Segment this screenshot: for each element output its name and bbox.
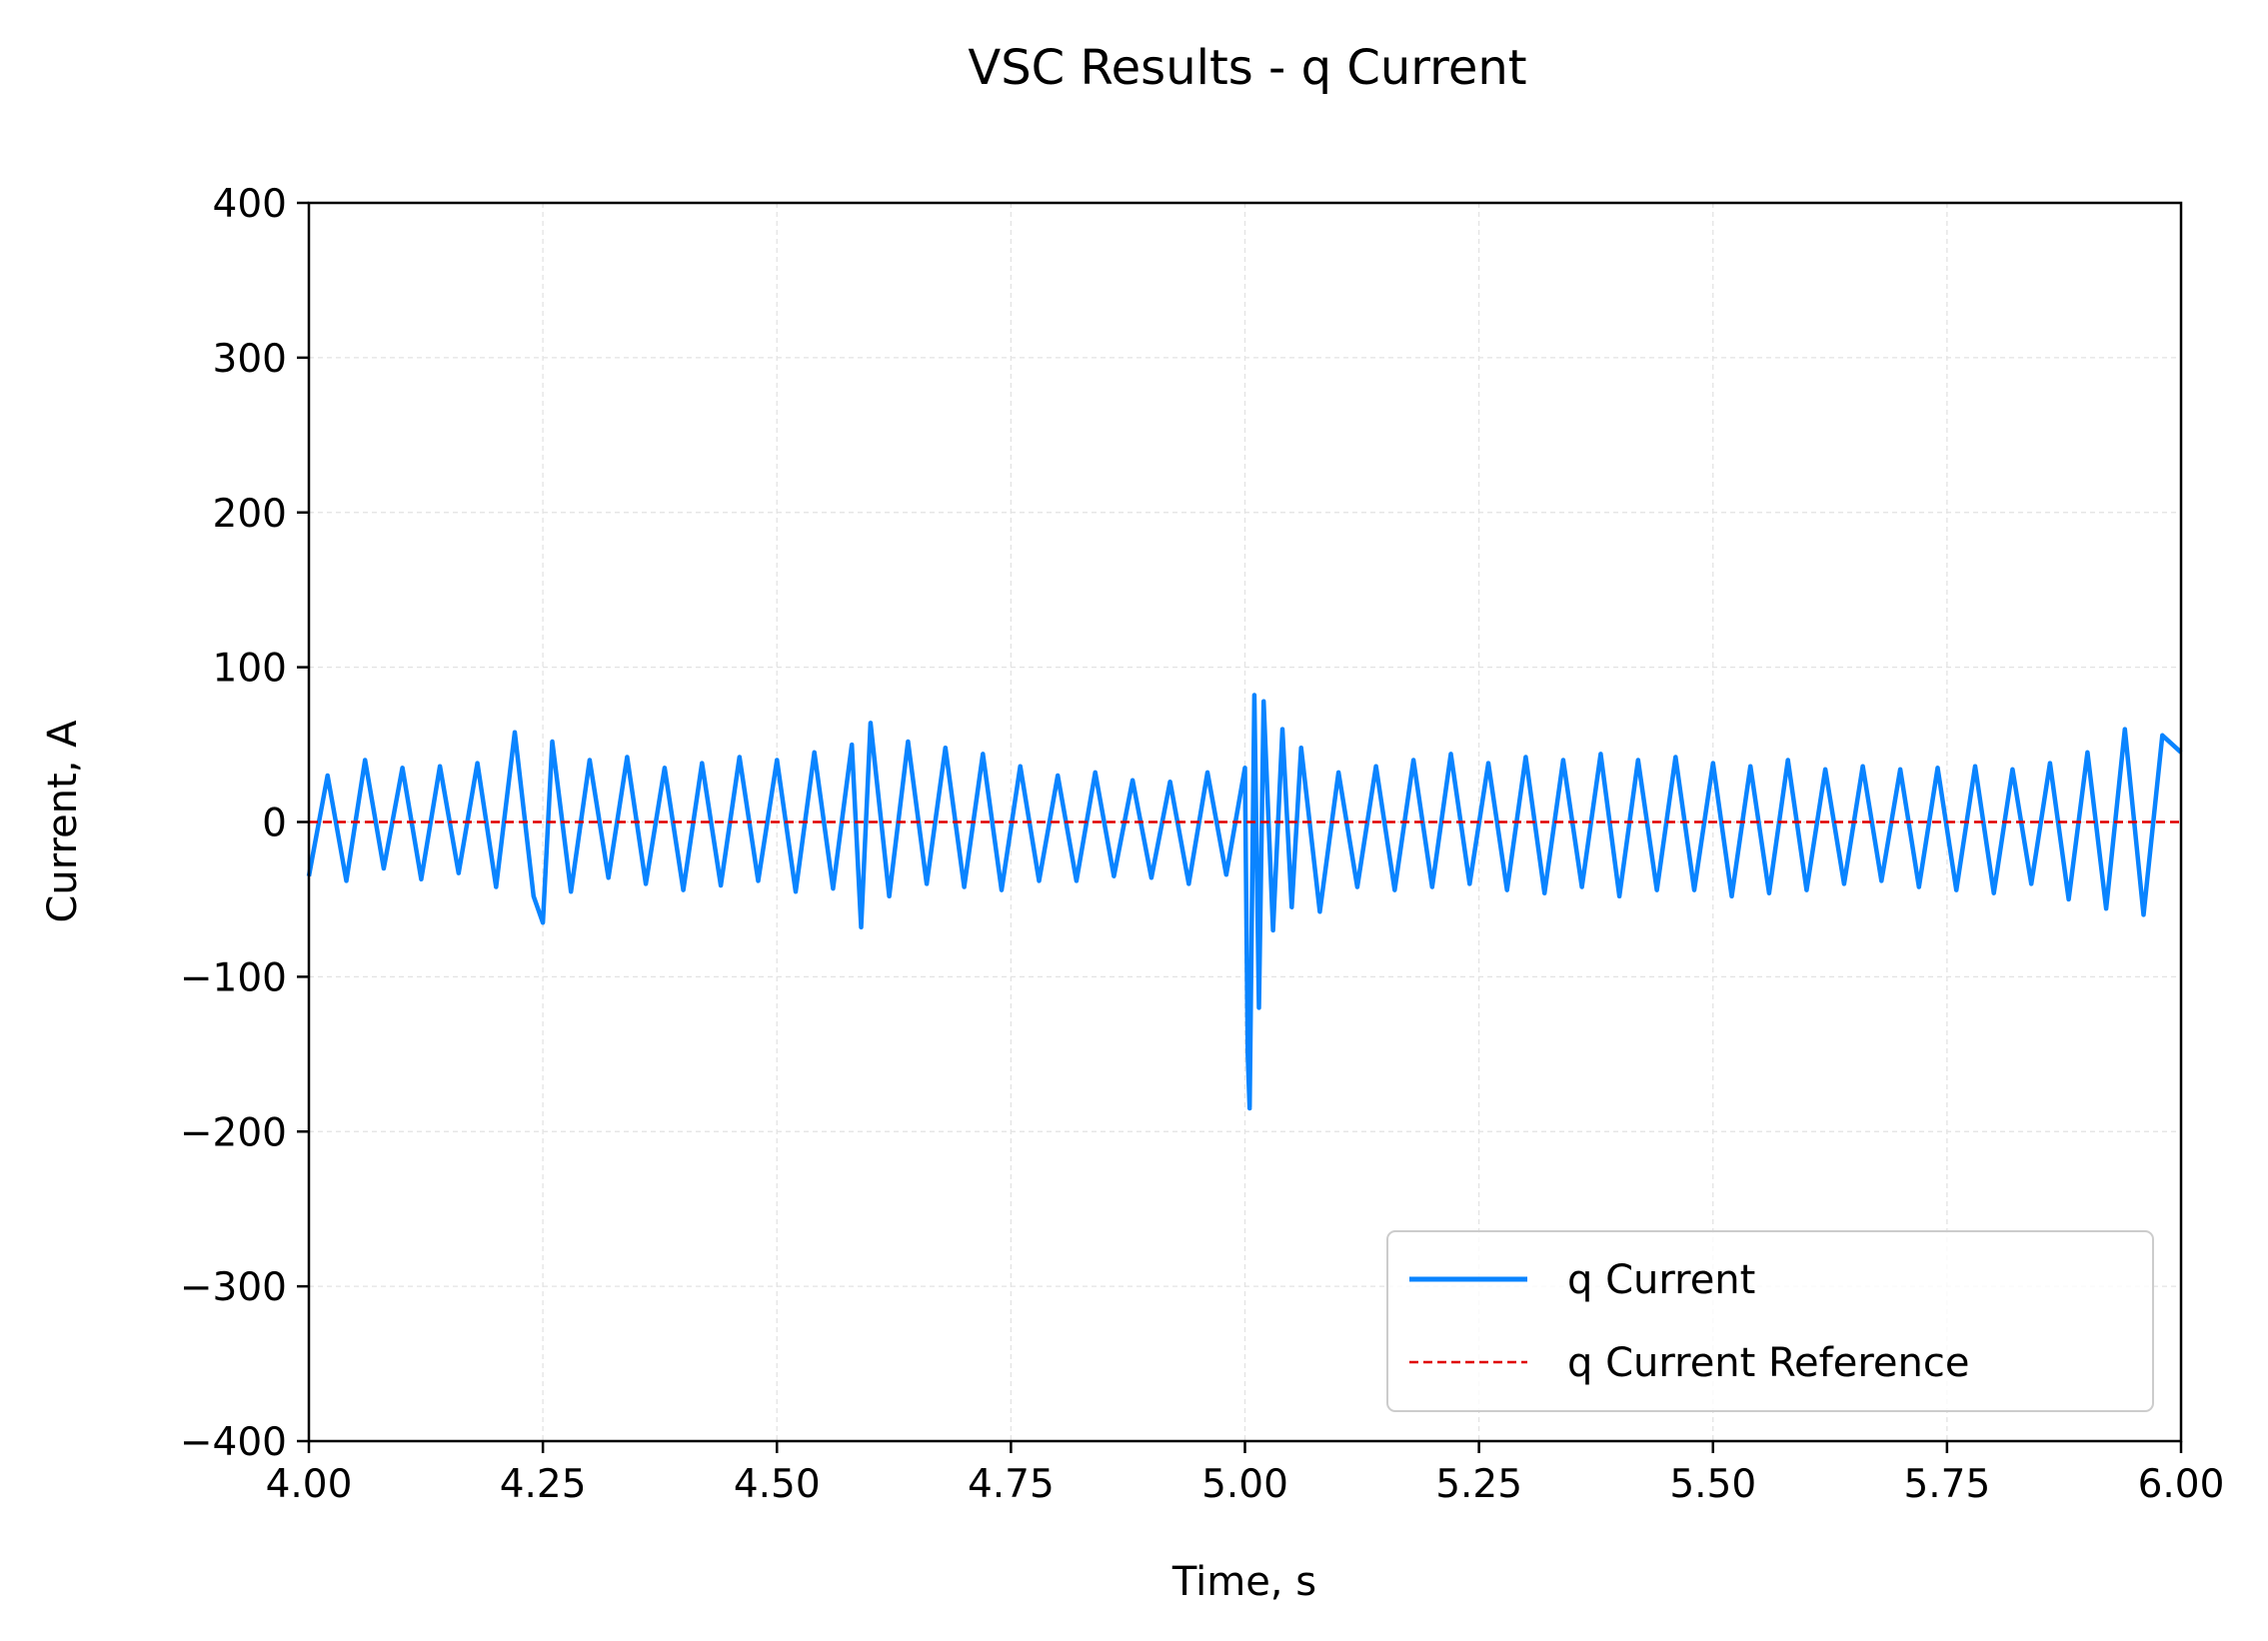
legend-label-q-current: q Current bbox=[1567, 1257, 1755, 1303]
y-axis-title: Current, A bbox=[40, 720, 86, 923]
legend-box bbox=[1386, 1230, 2154, 1412]
x-tick-label: 5.50 bbox=[1669, 1462, 1756, 1507]
legend-label-q-current-reference: q Current Reference bbox=[1567, 1340, 1969, 1386]
y-tick-label: −300 bbox=[180, 1265, 287, 1310]
x-axis-title: Time, s bbox=[1171, 1559, 1316, 1605]
x-tick-label: 5.00 bbox=[1201, 1462, 1288, 1507]
y-tick-label: 400 bbox=[213, 182, 287, 227]
y-axis-ticks: 400 300 200 100 0 −100 −200 −300 −400 bbox=[180, 182, 309, 1465]
x-axis-ticks: 4.00 4.25 4.50 4.75 5.00 5.25 5.50 5.75 6.00 bbox=[266, 1441, 2225, 1507]
legend: q Current q Current Reference bbox=[1386, 1230, 2154, 1412]
y-tick-label: 0 bbox=[262, 802, 287, 846]
y-tick-label: −100 bbox=[180, 955, 287, 1000]
y-tick-label: 100 bbox=[213, 647, 287, 692]
x-tick-label: 4.75 bbox=[968, 1462, 1055, 1507]
y-tick-label: 300 bbox=[213, 337, 287, 382]
x-tick-label: 4.00 bbox=[266, 1462, 353, 1507]
y-tick-label: 200 bbox=[213, 492, 287, 537]
x-tick-label: 5.25 bbox=[1435, 1462, 1522, 1507]
x-tick-label: 5.75 bbox=[1903, 1462, 1990, 1507]
series-line-q-current bbox=[306, 693, 2183, 1111]
chart-title: VSC Results - q Current bbox=[968, 40, 1526, 96]
x-tick-label: 4.25 bbox=[500, 1462, 587, 1507]
y-tick-label: −200 bbox=[180, 1110, 287, 1155]
x-tick-label: 6.00 bbox=[2138, 1462, 2225, 1507]
plot-area bbox=[306, 693, 2183, 1111]
x-tick-label: 4.50 bbox=[734, 1462, 821, 1507]
y-tick-label: −400 bbox=[180, 1420, 287, 1465]
